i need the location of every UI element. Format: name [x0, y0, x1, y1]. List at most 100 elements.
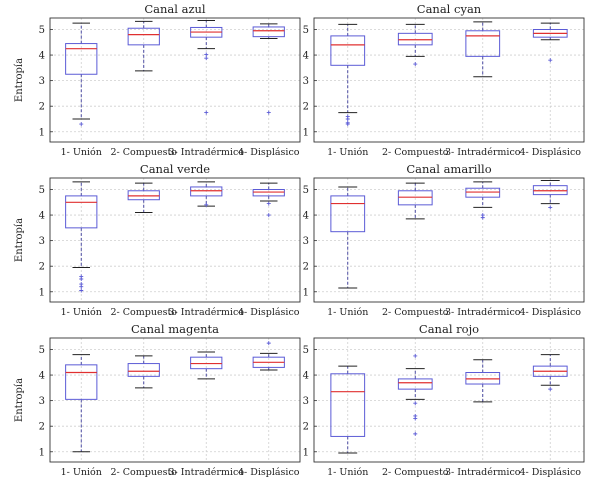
chart-panel-1: 1 2 3 4 5 Canal azul Entropía 1- Unión 2- Compue…	[14, 2, 301, 158]
box-1	[330, 23, 366, 127]
box-4	[252, 182, 285, 218]
x-tick-label: 2- Compuesto	[110, 467, 177, 478]
plot-frame	[313, 17, 585, 143]
box-iqr	[190, 186, 223, 197]
box-iqr	[532, 185, 568, 196]
x-tick-label: 2- Compuesto	[110, 307, 177, 318]
box-iqr	[252, 189, 285, 197]
outlier-point-0	[266, 110, 271, 115]
box-iqr	[397, 190, 433, 206]
chart-panel-5: 1 2 3 4 5 Canal magenta Entropía 1- Unión 2- Com…	[14, 322, 301, 478]
outlier-point-1	[480, 215, 485, 220]
box-2	[127, 182, 160, 214]
box-iqr	[465, 187, 501, 198]
plot-frame	[313, 177, 585, 303]
box-iqr	[330, 35, 366, 66]
outlier-point-3	[413, 416, 418, 421]
outlier-point-3	[79, 284, 84, 289]
y-tick-label: 5	[39, 25, 45, 36]
chart-title: Canal azul	[144, 2, 206, 16]
box-iqr	[330, 195, 366, 233]
y-tick-label: 3	[39, 236, 45, 247]
chart-title: Canal verde	[140, 162, 210, 176]
box-1	[65, 354, 98, 453]
box-iqr	[330, 373, 366, 437]
box-iqr	[65, 43, 98, 75]
y-tick-label: 2	[303, 262, 309, 273]
x-tick-label: 2- Compuesto	[382, 467, 449, 478]
y-axis-label: Entropía	[14, 58, 25, 102]
box-2	[127, 20, 160, 72]
y-tick-label: 5	[303, 25, 309, 36]
box-iqr	[127, 363, 160, 377]
x-tick-label: 4- Displásico	[238, 467, 300, 478]
y-tick-label: 1	[303, 127, 309, 138]
box-2	[397, 182, 433, 220]
plot-frame	[49, 17, 301, 143]
plot-frame	[313, 337, 585, 463]
box-iqr	[65, 364, 98, 400]
x-tick-label: 4- Displásico	[238, 307, 300, 318]
outlier-point-0	[79, 122, 84, 127]
box-iqr	[127, 27, 160, 46]
plot-frame	[49, 337, 301, 463]
outlier-point-4	[79, 288, 84, 293]
outlier-point-1	[413, 401, 418, 406]
chart-title: Canal magenta	[131, 322, 219, 336]
x-tick-label: 1- Unión	[61, 467, 102, 478]
y-tick-label: 4	[303, 211, 309, 222]
box-iqr	[127, 190, 160, 201]
chart-title: Canal cyan	[417, 2, 482, 16]
chart-title: Canal amarillo	[406, 162, 491, 176]
y-tick-label: 5	[39, 185, 45, 196]
outlier-point-0	[266, 341, 271, 346]
outlier-point-3	[345, 122, 350, 127]
box-iqr	[465, 372, 501, 385]
outlier-point-0	[548, 205, 553, 210]
box-2	[397, 353, 433, 436]
chart-title: Canal rojo	[419, 322, 479, 336]
x-tick-label: 4- Displásico	[519, 147, 581, 158]
outlier-point-2	[204, 110, 209, 115]
outlier-point-0	[548, 387, 553, 392]
y-tick-label: 1	[39, 127, 45, 138]
y-tick-label: 5	[303, 345, 309, 356]
y-tick-label: 5	[303, 185, 309, 196]
x-tick-label: 1- Unión	[61, 147, 102, 158]
plot-frame	[49, 177, 301, 303]
outlier-point-1	[345, 116, 350, 121]
y-tick-label: 3	[39, 396, 45, 407]
y-tick-label: 2	[303, 422, 309, 433]
x-tick-label: 3- Intradérmico	[169, 307, 245, 318]
y-axis-label: Entropía	[14, 378, 25, 422]
box-3	[465, 181, 501, 220]
box-4	[532, 22, 568, 63]
y-tick-label: 4	[303, 371, 309, 382]
y-axis-label: Entropía	[14, 218, 25, 262]
y-tick-label: 3	[39, 76, 45, 87]
box-2	[397, 23, 433, 67]
box-iqr	[397, 32, 433, 46]
x-tick-label: 1- Unión	[327, 307, 368, 318]
box-1	[65, 181, 98, 293]
x-tick-label: 3- Intradérmico	[445, 307, 521, 318]
y-tick-label: 2	[39, 262, 45, 273]
box-3	[465, 359, 501, 403]
outlier-point-0	[413, 62, 418, 67]
outlier-point-0	[548, 58, 553, 63]
outlier-point-0	[204, 202, 209, 207]
box-4	[252, 341, 285, 371]
y-tick-label: 2	[303, 102, 309, 113]
box-4	[532, 354, 568, 392]
x-tick-label: 2- Compuesto	[382, 307, 449, 318]
chart-panel-3: 1 2 3 4 5 Canal verde Entropía 1- Unión 2- Compu…	[14, 162, 301, 318]
y-tick-label: 2	[39, 102, 45, 113]
box-3	[190, 181, 223, 207]
x-tick-label: 3- Intradérmico	[445, 467, 521, 478]
y-tick-label: 4	[39, 211, 45, 222]
x-tick-label: 3- Intradérmico	[445, 147, 521, 158]
box-3	[465, 21, 501, 78]
